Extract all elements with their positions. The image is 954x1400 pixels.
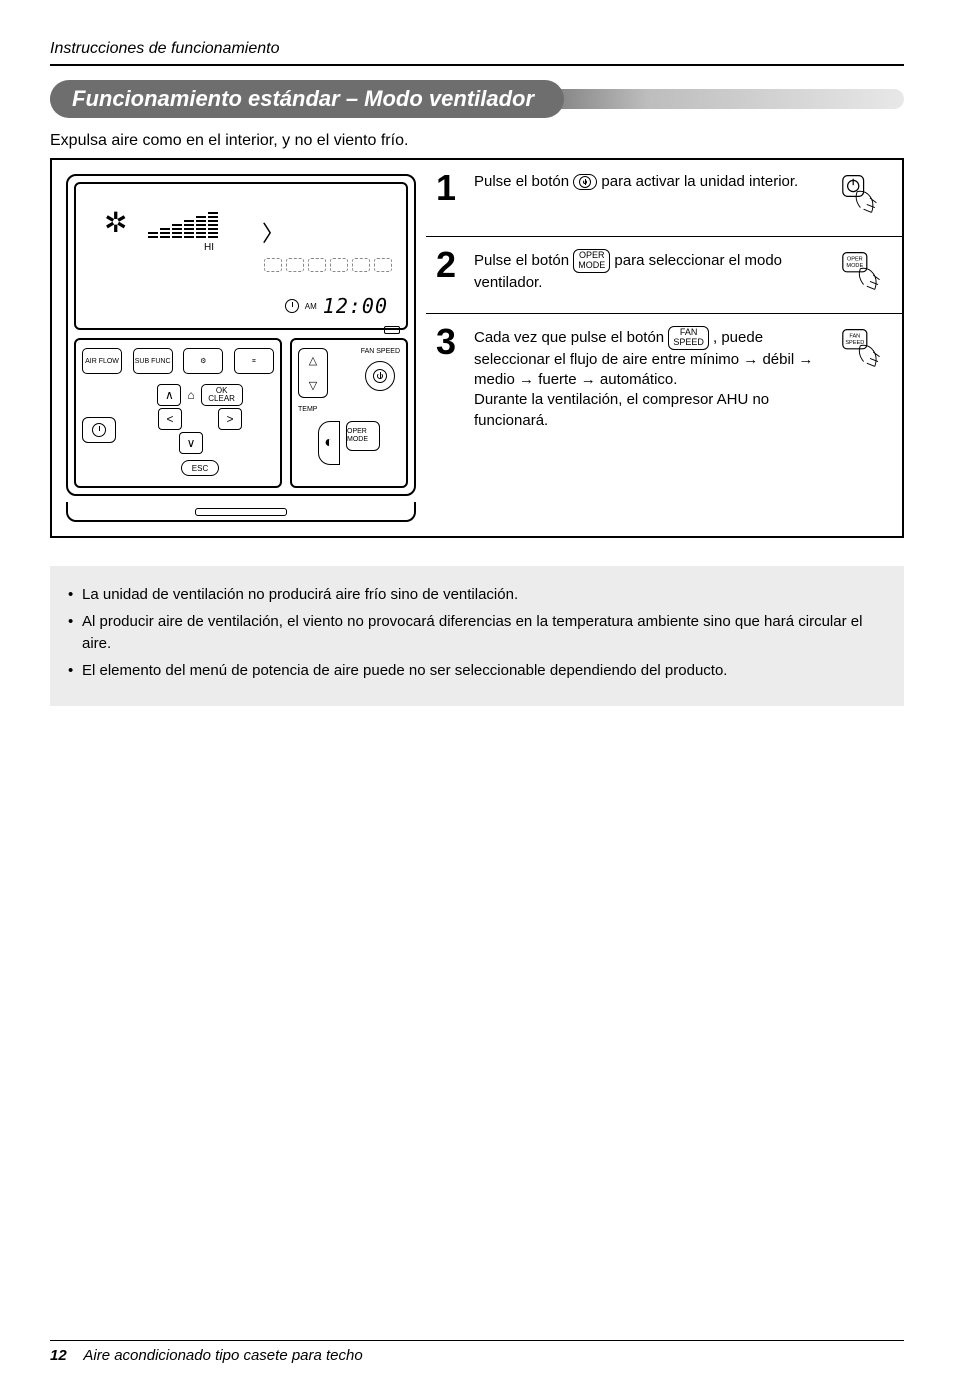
step-2-click-icon: OPER MODE <box>834 247 890 301</box>
esc-button[interactable]: ESC <box>181 460 219 476</box>
clock-time: 12:00 <box>323 294 388 318</box>
ampm-label: AM <box>305 302 317 311</box>
right-button-group: △▽ FAN SPEED TEMP ◐ OPER MODE <box>290 338 408 488</box>
up-button[interactable]: ∧ <box>157 384 181 406</box>
moon-left-button[interactable]: ◐ <box>318 421 340 465</box>
note-item: La unidad de ventilación no producirá ai… <box>68 584 886 607</box>
step-1-click-icon <box>834 170 890 224</box>
sub-func-button[interactable]: SUB FUNC <box>133 348 173 374</box>
note-item: El elemento del menú de potencia de aire… <box>68 660 886 683</box>
oper-mode-button[interactable]: OPER MODE <box>346 421 380 451</box>
page-number: 12 <box>50 1347 67 1364</box>
svg-text:OPER: OPER <box>847 257 863 263</box>
step-2-text: Pulse el botón OPER MODE para selecciona… <box>474 247 824 301</box>
fan-speed-bars <box>148 210 258 238</box>
step-3-click-icon: FAN SPEED <box>834 324 890 431</box>
temp-rocker[interactable]: △▽ <box>298 348 328 398</box>
ok-clear-button[interactable]: OK CLEAR <box>201 384 243 406</box>
left-button-group: AIR FLOW SUB FUNC ⚙ ⌗ ∧ ⌂ <box>74 338 282 488</box>
power-button[interactable] <box>365 361 395 391</box>
clear-label: CLEAR <box>208 395 235 403</box>
air-flow-button[interactable]: AIR FLOW <box>82 348 122 374</box>
steps-column: 1 Pulse el botón para activar la unidad … <box>426 160 902 536</box>
fan-arrow-icon: 〉 <box>262 216 284 248</box>
right-button[interactable]: > <box>218 408 242 430</box>
mode-mini-icons <box>264 258 392 272</box>
breadcrumb: Instrucciones de funcionamiento <box>50 40 904 58</box>
remote-diagram: ✲ 〉 HI AM 12:00 <box>66 174 416 522</box>
clock-row: AM 12:00 <box>285 294 388 318</box>
notes-box: La unidad de ventilación no producirá ai… <box>50 566 904 706</box>
remote-foot <box>66 502 416 522</box>
top-rule <box>50 64 904 66</box>
ir-window <box>384 326 400 334</box>
fan-speed-label: FAN SPEED <box>361 348 400 355</box>
clock-icon <box>285 299 299 313</box>
left-button[interactable]: < <box>158 408 182 430</box>
svg-text:FAN: FAN <box>849 334 860 340</box>
step-1-pre: Pulse el botón <box>474 173 573 190</box>
step-1-number: 1 <box>436 170 464 224</box>
footer-title: Aire acondicionado tipo casete para tech… <box>83 1347 362 1364</box>
step-2: 2 Pulse el botón OPER MODE para seleccio… <box>426 236 902 313</box>
step-3-pre: Cada vez que pulse el botón <box>474 329 668 346</box>
remote-diagram-col: ✲ 〉 HI AM 12:00 <box>52 160 426 536</box>
step-3-text: Cada vez que pulse el botón FAN SPEED , … <box>474 324 824 431</box>
note-item: Al producir aire de ventilación, el vien… <box>68 611 886 656</box>
step-1-text: Pulse el botón para activar la unidad in… <box>474 170 824 224</box>
step-1-post: para activar la unidad interior. <box>601 173 798 190</box>
dpad: ∧ ⌂ OK CLEAR < <box>126 384 274 476</box>
hi-label: HI <box>204 242 214 253</box>
step-2-pre: Pulse el botón <box>474 252 573 269</box>
page-footer: 12 Aire acondicionado tipo casete para t… <box>50 1340 904 1364</box>
home-icon: ⌂ <box>187 388 194 402</box>
power-keycap-inline <box>573 174 597 190</box>
title-pill: Funcionamiento estándar – Modo ventilado… <box>50 80 564 118</box>
step-3: 3 Cada vez que pulse el botón FAN SPEED … <box>426 313 902 443</box>
settings-button[interactable]: ⚙ <box>183 348 223 374</box>
down-button[interactable]: ∨ <box>179 432 203 454</box>
timer-button[interactable] <box>82 417 116 443</box>
main-panel: ✲ 〉 HI AM 12:00 <box>50 158 904 538</box>
step-2-number: 2 <box>436 247 464 301</box>
vent-button[interactable]: ⌗ <box>234 348 274 374</box>
intro-text: Expulsa aire como en el interior, y no e… <box>50 132 904 150</box>
temp-label: TEMP <box>298 406 400 413</box>
fan-icon: ✲ <box>104 206 127 239</box>
step-1: 1 Pulse el botón para activar la unidad … <box>426 160 902 236</box>
fan-speed-keycap-inline: FAN SPEED <box>668 326 709 350</box>
section-title: Funcionamiento estándar – Modo ventilado… <box>50 80 904 122</box>
step-3-number: 3 <box>436 324 464 431</box>
remote-screen: ✲ 〉 HI AM 12:00 <box>74 182 408 330</box>
oper-mode-keycap-inline: OPER MODE <box>573 249 610 273</box>
